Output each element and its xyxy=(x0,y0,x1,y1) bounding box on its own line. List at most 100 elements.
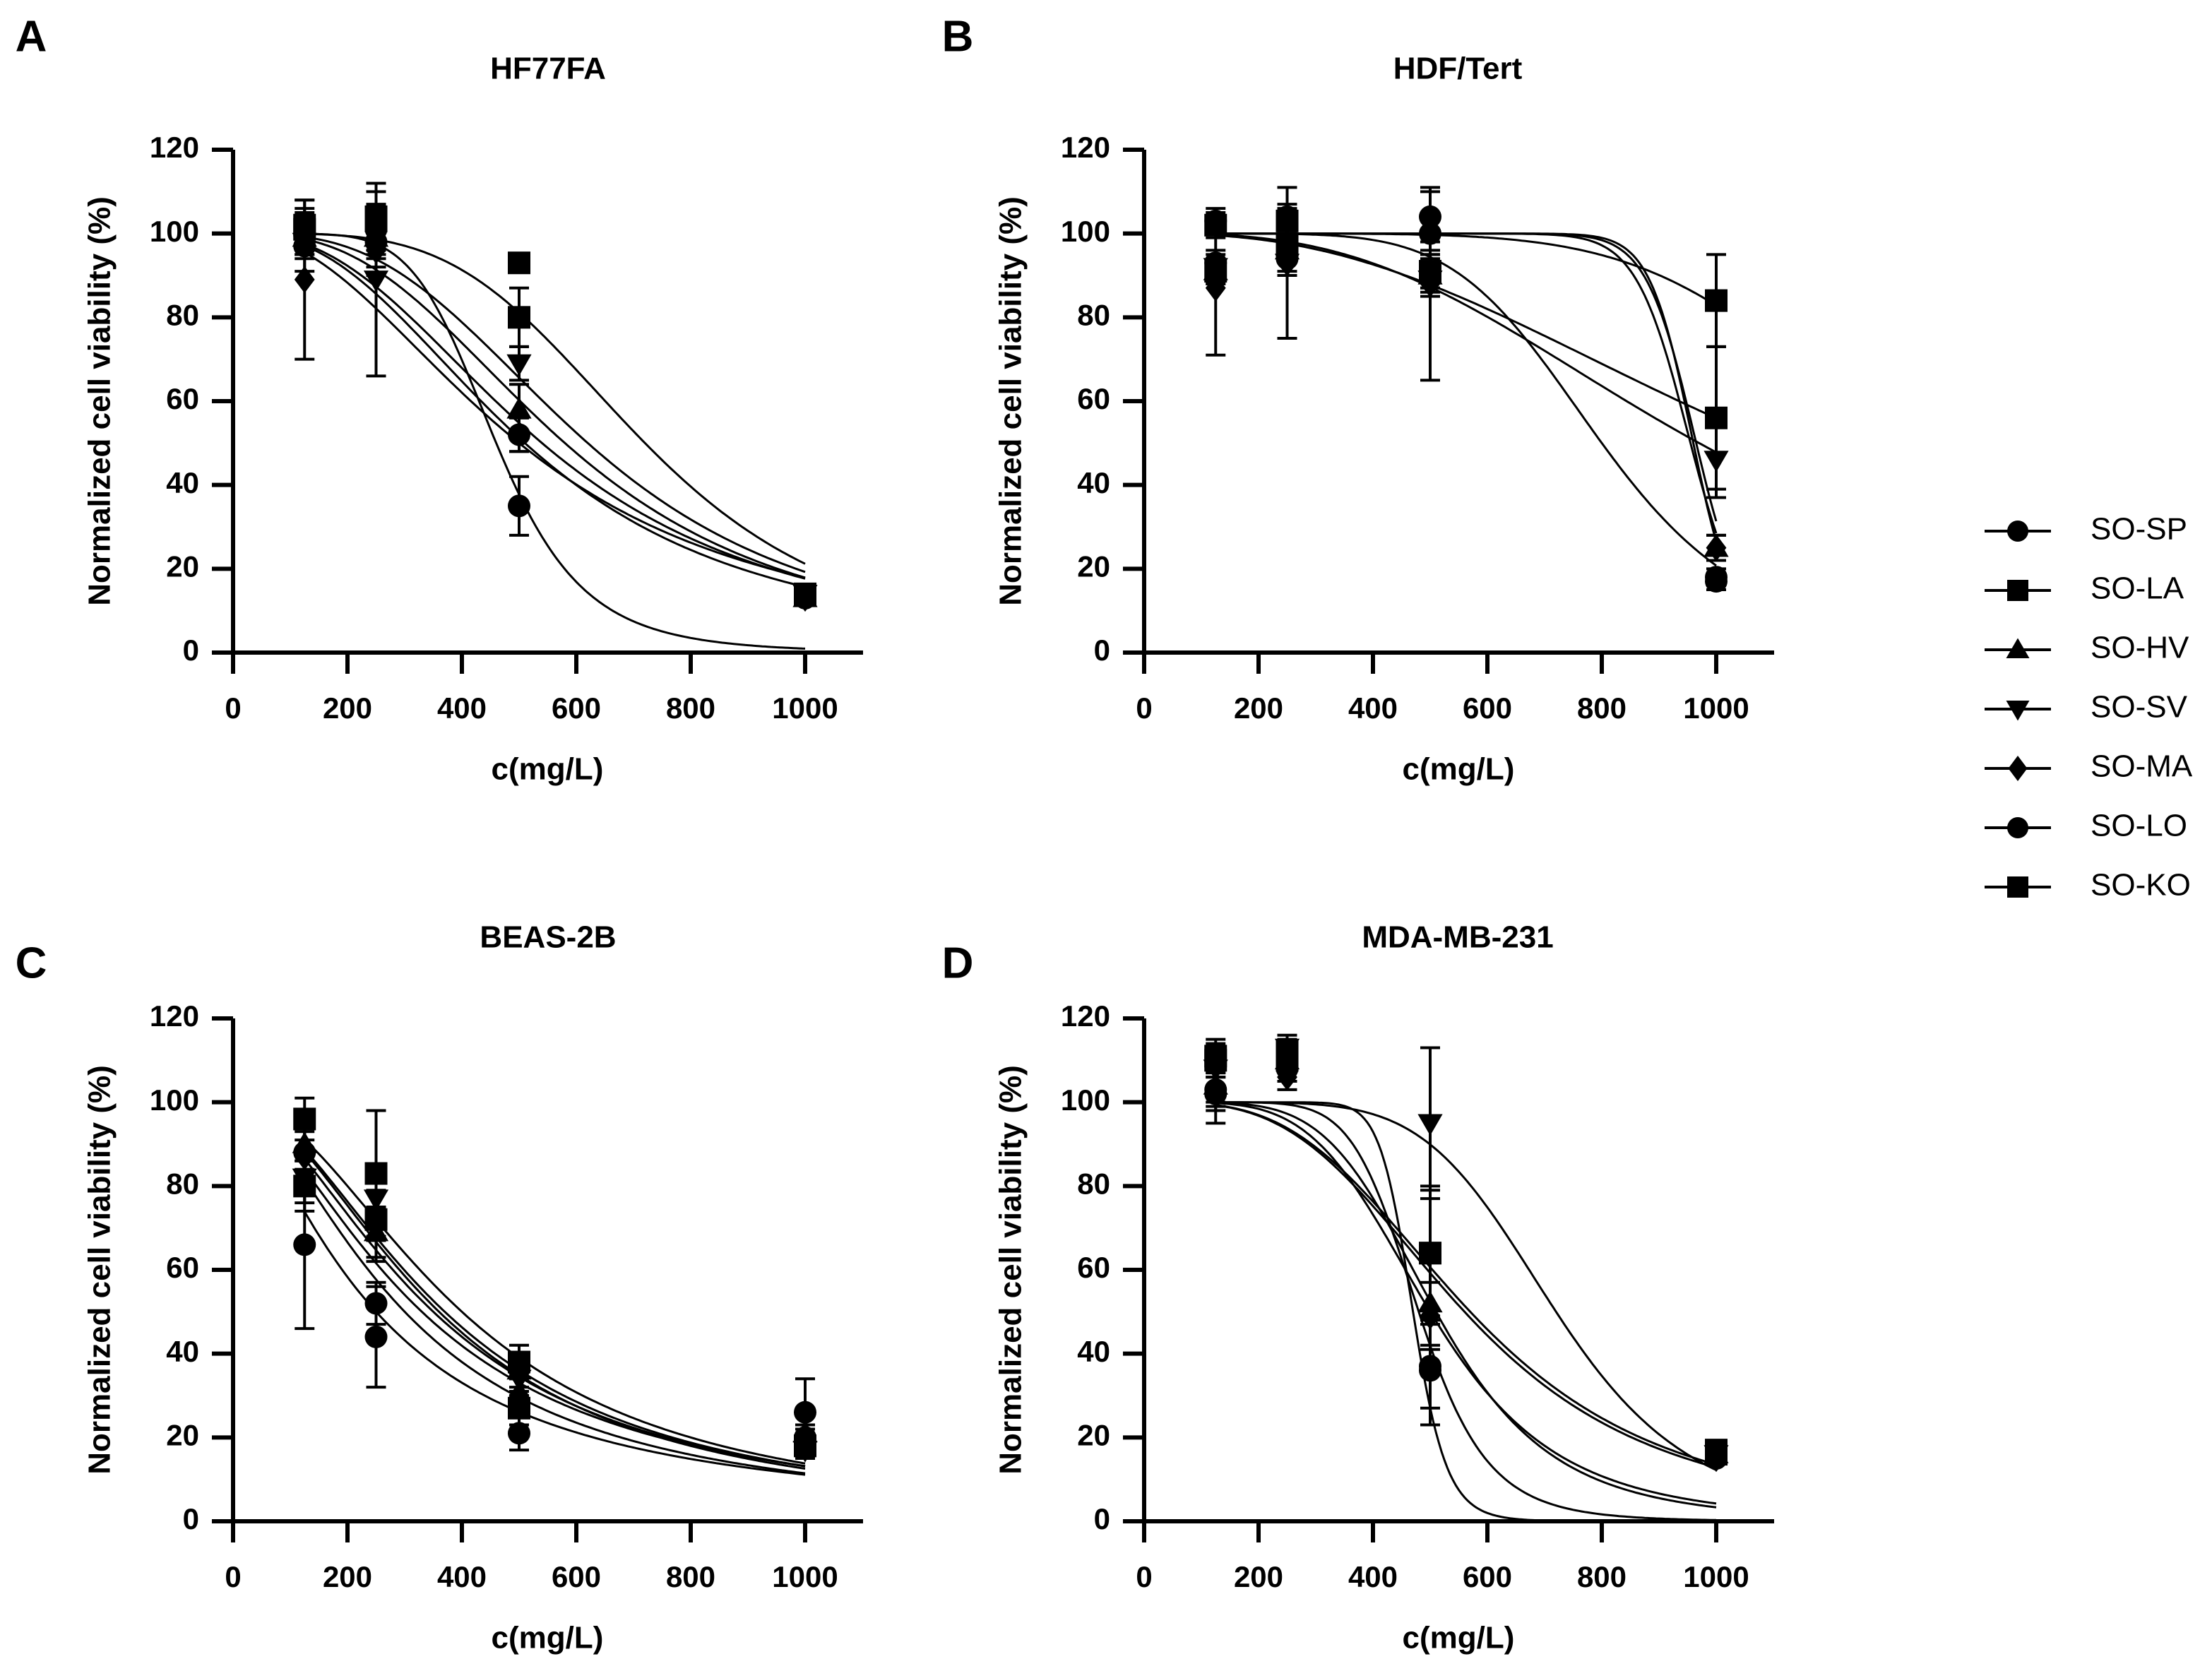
data-point-so-lo xyxy=(364,1325,388,1348)
data-point-so-ko xyxy=(1705,1443,1728,1466)
y-tick-label: 20 xyxy=(1077,549,1110,583)
x-tick-label: 0 xyxy=(225,691,241,725)
x-tick-label: 1000 xyxy=(772,1560,838,1593)
x-tick-label: 200 xyxy=(1234,1560,1283,1593)
data-point-so-ma xyxy=(509,421,530,448)
fit-curve-so-lo xyxy=(304,1211,806,1476)
x-tick-label: 400 xyxy=(437,691,487,725)
fit-curve-so-ko xyxy=(304,1169,806,1468)
data-point-so-ko xyxy=(1204,260,1227,283)
legend-label: SO-KO xyxy=(2091,868,2191,903)
fit-curve-so-sp xyxy=(304,244,806,588)
legend-label: SO-MA xyxy=(2091,749,2193,784)
x-axis-label: c(mg/L) xyxy=(1403,752,1515,787)
fit-curve-so-ma xyxy=(304,251,806,579)
data-point-so-la xyxy=(508,306,530,329)
fit-curve-so-ko xyxy=(1215,1104,1717,1466)
fit-curve-so-sv xyxy=(1215,233,1717,453)
y-tick-label: 60 xyxy=(1077,1251,1110,1284)
diamond-marker-icon xyxy=(2008,756,2028,781)
x-tick-label: 1000 xyxy=(1683,691,1749,725)
data-point-so-lo xyxy=(293,1233,316,1256)
y-axis-label: Normalized cell viability (%) xyxy=(83,1065,117,1475)
y-axis-label: Normalized cell viability (%) xyxy=(994,196,1028,606)
data-point-so-ma xyxy=(294,266,315,294)
legend-item: SO-KO xyxy=(1985,868,2191,903)
y-tick-label: 20 xyxy=(166,1418,199,1451)
legend-item: SO-MA xyxy=(1985,749,2193,784)
y-tick-label: 120 xyxy=(1061,999,1110,1033)
data-point-so-ko xyxy=(1419,1242,1441,1265)
triangle-up-marker-icon xyxy=(2006,638,2030,658)
x-tick-label: 600 xyxy=(552,1560,601,1593)
data-point-so-ko xyxy=(364,1208,388,1231)
data-point-so-ko xyxy=(508,251,530,275)
fit-curve-so-ko xyxy=(1215,234,1717,420)
data-point-so-ko xyxy=(293,1175,316,1198)
x-tick-label: 200 xyxy=(323,691,372,725)
y-tick-label: 0 xyxy=(1094,1502,1110,1535)
data-point-so-lo xyxy=(1419,1359,1441,1382)
legend-item: SO-LA xyxy=(1985,571,2184,606)
fit-curve-so-la xyxy=(304,236,806,573)
fit-curve-so-lo xyxy=(304,232,806,650)
data-point-so-lo xyxy=(1204,1082,1227,1105)
data-point-so-sv xyxy=(506,354,532,376)
y-tick-label: 40 xyxy=(1077,466,1110,499)
x-tick-label: 1000 xyxy=(1683,1560,1749,1593)
panel-a: A HF77FA 0 20 40 60 80 100 120 0 200 400 600 800 1000 c… xyxy=(16,12,863,787)
x-axis-label: c(mg/L) xyxy=(492,752,604,787)
y-tick-label: 0 xyxy=(183,1502,199,1535)
legend-label: SO-LO xyxy=(2091,809,2187,843)
data-point-so-ma xyxy=(294,1143,315,1170)
legend-item: SO-LO xyxy=(1985,809,2187,843)
y-tick-label: 0 xyxy=(1094,634,1110,667)
legend-item: SO-HV xyxy=(1985,631,2189,665)
x-tick-label: 800 xyxy=(1577,1560,1627,1593)
data-point-so-ko xyxy=(1419,260,1441,283)
data-point-so-la xyxy=(1705,289,1728,312)
x-tick-label: 800 xyxy=(666,1560,715,1593)
data-point-so-ko xyxy=(508,1396,530,1420)
data-point-so-ko xyxy=(794,582,816,605)
x-tick-label: 200 xyxy=(323,1560,372,1593)
data-point-so-ko xyxy=(293,213,316,237)
y-tick-label: 60 xyxy=(166,1251,199,1284)
fit-curve-so-hv xyxy=(304,243,806,580)
data-point-so-ma xyxy=(1706,534,1727,561)
fit-curve-so-sv xyxy=(1215,1101,1717,1471)
x-tick-label: 800 xyxy=(666,691,715,725)
x-tick-label: 600 xyxy=(1463,691,1512,725)
y-axis-label: Normalized cell viability (%) xyxy=(83,196,117,606)
y-tick-label: 100 xyxy=(1061,1083,1110,1117)
chart-title: BEAS-2B xyxy=(480,920,616,955)
x-tick-label: 600 xyxy=(552,691,601,725)
data-point-so-ko xyxy=(1276,234,1299,258)
x-axis-label: c(mg/L) xyxy=(492,1621,604,1655)
chart-title: HF77FA xyxy=(490,52,606,86)
data-point-so-lo xyxy=(508,1422,530,1445)
fit-curve-so-lo xyxy=(1215,1101,1716,1523)
panel-c: C BEAS-2B 0 20 40 60 80 100 120 0 200 400 600 800 1000… xyxy=(16,920,863,1655)
y-tick-label: 120 xyxy=(150,131,199,164)
data-point-so-ko xyxy=(1204,1045,1227,1068)
y-tick-label: 40 xyxy=(1077,1335,1110,1368)
panel-letter: C xyxy=(16,939,47,987)
legend-item: SO-SV xyxy=(1985,690,2188,725)
legend-label: SO-HV xyxy=(2091,631,2189,665)
x-tick-label: 0 xyxy=(1136,691,1152,725)
data-point-so-ko xyxy=(1705,406,1728,429)
y-tick-label: 60 xyxy=(1077,382,1110,415)
fit-curve-so-sp xyxy=(1215,1101,1716,1521)
x-tick-label: 200 xyxy=(1234,691,1283,725)
y-tick-label: 80 xyxy=(1077,298,1110,331)
data-point-so-lo xyxy=(1204,209,1227,232)
y-tick-label: 40 xyxy=(166,1335,199,1368)
y-tick-label: 80 xyxy=(1077,1167,1110,1200)
data-point-so-lo xyxy=(1276,205,1299,228)
fit-curve-so-ma xyxy=(1215,232,1717,567)
data-point-so-lo xyxy=(508,494,530,518)
y-tick-label: 40 xyxy=(166,466,199,499)
y-tick-label: 0 xyxy=(183,634,199,667)
panel-letter: A xyxy=(16,12,47,61)
